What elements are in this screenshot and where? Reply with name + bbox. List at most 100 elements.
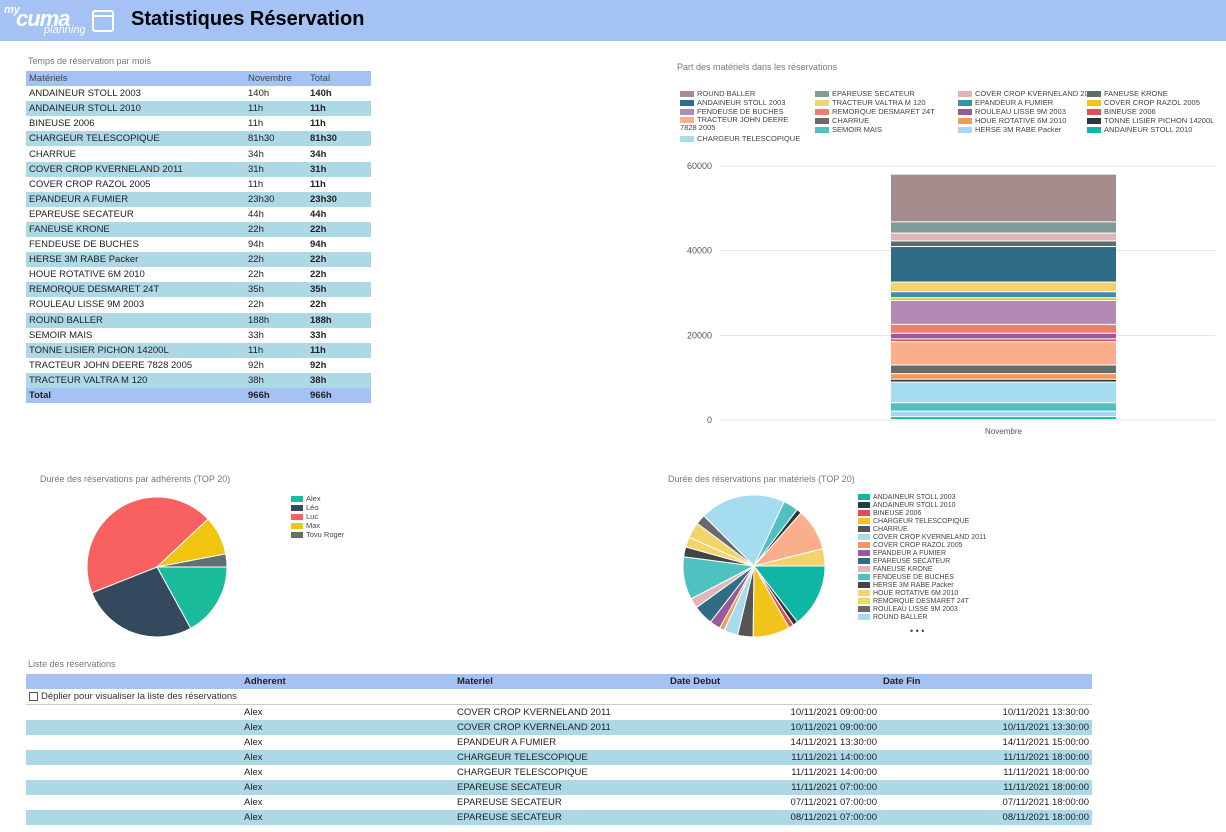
bar-segment[interactable]: [891, 233, 1116, 241]
legend-item[interactable]: ROULEAU LISSE 9M 2003: [858, 606, 986, 614]
legend-item[interactable]: ROUND BALLER: [858, 614, 986, 622]
legend-swatch: [291, 523, 303, 530]
expand-label: Déplier pour visualiser la liste des rés…: [41, 691, 237, 702]
legend-item[interactable]: FANEUSE KRONE: [1087, 89, 1168, 98]
legend-swatch: [858, 598, 870, 605]
x-tick-label: Novembre: [985, 427, 1022, 436]
bar-segment[interactable]: [891, 382, 1116, 403]
legend-item[interactable]: FENDEUSE DE BUCHES: [680, 107, 784, 116]
legend-item[interactable]: HERSE 3M RABE Packer: [958, 125, 1061, 134]
bar-segment[interactable]: [891, 174, 1116, 222]
legend-item[interactable]: HOUE ROTATIVE 6M 2010: [858, 590, 986, 598]
legend-item[interactable]: EPAREUSE SECATEUR: [815, 89, 915, 98]
list-item[interactable]: Alex COVER CROP KVERNELAND 2011 10/11/2021…: [26, 705, 1092, 721]
bar-segment[interactable]: [891, 241, 1116, 247]
bar-segment[interactable]: [891, 282, 1116, 292]
col-header-materiel[interactable]: Materiel: [454, 674, 667, 689]
legend-more-indicator[interactable]: • • •: [910, 626, 925, 636]
legend-item[interactable]: ANDAINEUR STOLL 2010: [858, 502, 986, 510]
expand-row[interactable]: Déplier pour visualiser la liste des rés…: [26, 689, 1092, 705]
legend-label: CHARRUE: [832, 116, 870, 125]
legend-item[interactable]: EPANDEUR A FUMIER: [958, 98, 1053, 107]
legend-item[interactable]: EPANDEUR A FUMIER: [858, 550, 986, 558]
legend-item[interactable]: COVER CROP KVERNELAND 2011: [958, 89, 1096, 98]
bar-segment[interactable]: [891, 292, 1116, 298]
cell-month: 38h: [245, 372, 307, 388]
legend-item[interactable]: ROULEAU LISSE 9M 2003: [958, 107, 1066, 116]
legend-item[interactable]: SEMOIR MAIS: [815, 125, 882, 134]
cell-adherent: Alex: [244, 797, 263, 808]
legend-item[interactable]: CHARRUE: [815, 116, 869, 125]
legend-item[interactable]: EPAREUSE SECATEUR: [858, 558, 986, 566]
legend-swatch: [1087, 91, 1101, 98]
legend-item[interactable]: REMORQUE DESMARET 24T: [815, 107, 935, 116]
bar-segment[interactable]: [891, 298, 1116, 301]
mycuma-logo[interactable]: my cuma planning: [4, 4, 114, 38]
cell-materiel: ANDAINEUR STOLL 2003: [29, 88, 141, 100]
pie-slice[interactable]: [752, 565, 826, 623]
pie-slice[interactable]: [753, 548, 826, 567]
bar-segment[interactable]: [891, 247, 1116, 282]
col-header-date-debut[interactable]: Date Debut: [667, 674, 880, 689]
legend-item[interactable]: CHARGEUR TELESCOPIQUE: [680, 134, 800, 143]
col-header-adherent[interactable]: Adherent: [241, 674, 454, 689]
cell-materiel: FENDEUSE DE BUCHES: [29, 239, 139, 251]
list-item[interactable]: Alex COVER CROP KVERNELAND 2011 10/11/2021…: [26, 720, 1092, 735]
legend-item[interactable]: TRACTEUR VALTRA M 120: [815, 98, 926, 107]
legend-item[interactable]: COVER CROP RAZOL 2005: [858, 542, 986, 550]
bar-segment[interactable]: [891, 301, 1116, 324]
legend-item[interactable]: REMORQUE DESMARET 24T: [858, 598, 986, 606]
list-item[interactable]: Alex CHARGEUR TELESCOPIQUE 11/11/2021 14:0…: [26, 765, 1092, 780]
list-item[interactable]: Alex EPAREUSE SECATEUR 11/11/2021 07:00:00…: [26, 780, 1092, 795]
legend-item[interactable]: BINEUSE 2006: [858, 510, 986, 518]
legend-item[interactable]: TONNE LISIER PICHON 14200L: [1087, 116, 1214, 125]
bar-segment[interactable]: [891, 374, 1116, 379]
legend-label: ANDAINEUR STOLL 2010: [1104, 125, 1193, 134]
legend-item[interactable]: COVER CROP RAZOL 2005: [1087, 98, 1200, 107]
cell-total: 22h: [310, 269, 327, 281]
bar-segment[interactable]: [891, 365, 1116, 374]
legend-item[interactable]: FENDEUSE DE BUCHES: [858, 574, 986, 582]
legend-item[interactable]: TRACTEUR JOHN DEERE 7828 2005: [680, 116, 798, 132]
bar-segment[interactable]: [891, 403, 1116, 411]
pie-slice[interactable]: [86, 496, 209, 594]
legend-item[interactable]: HERSE 3M RABE Packer: [858, 582, 986, 590]
legend-item[interactable]: ROUND BALLER: [680, 89, 755, 98]
legend-item[interactable]: Luc: [291, 512, 344, 521]
pie-slice[interactable]: [156, 553, 228, 568]
list-item[interactable]: Alex EPAREUSE SECATEUR 07/11/2021 07:00:00…: [26, 795, 1092, 810]
bar-segment[interactable]: [891, 339, 1116, 342]
bar-segment[interactable]: [891, 411, 1116, 417]
bar-segment[interactable]: [891, 324, 1116, 333]
expand-checkbox-icon[interactable]: [29, 691, 38, 701]
pie-slice[interactable]: [156, 566, 228, 630]
col-header-month[interactable]: Novembre: [245, 71, 307, 87]
legend-item[interactable]: COVER CROP KVERNELAND 2011: [858, 534, 986, 542]
list-item[interactable]: Alex CHARGEUR TELESCOPIQUE 11/11/2021 14:0…: [26, 750, 1092, 765]
bar-segment[interactable]: [891, 379, 1116, 382]
pie-slice[interactable]: [703, 494, 785, 567]
col-header-materiels[interactable]: Matériels: [26, 71, 245, 87]
legend-item[interactable]: CHARGEUR TELESCOPIQUE: [858, 518, 986, 526]
col-header-date-fin[interactable]: Date Fin: [880, 674, 1092, 689]
bar-segment[interactable]: [891, 342, 1116, 365]
legend-item[interactable]: Max: [291, 521, 344, 530]
legend-item[interactable]: Léo: [291, 503, 344, 512]
bar-segment[interactable]: [891, 222, 1116, 233]
legend-item[interactable]: FANEUSE KRONE: [858, 566, 986, 574]
legend-item[interactable]: ANDAINEUR STOLL 2010: [1087, 125, 1192, 134]
legend-item[interactable]: ANDAINEUR STOLL 2003: [680, 98, 785, 107]
legend-item[interactable]: Tovu Roger: [291, 530, 344, 539]
legend-item[interactable]: ANDAINEUR STOLL 2003: [858, 494, 986, 502]
col-header-total[interactable]: Total: [307, 71, 371, 87]
legend-item[interactable]: HOUE ROTATIVE 6M 2010: [958, 116, 1066, 125]
list-item[interactable]: Alex EPAREUSE SECATEUR 08/11/2021 07:00:00…: [26, 810, 1092, 825]
legend-item[interactable]: BINEUSE 2006: [1087, 107, 1156, 116]
pie-slice[interactable]: [91, 566, 192, 638]
list-item[interactable]: Alex EPANDEUR A FUMIER 14/11/2021 13:30:00…: [26, 735, 1092, 750]
legend-item[interactable]: CHARRUE: [858, 526, 986, 534]
legend-item[interactable]: Alex: [291, 494, 344, 503]
cell-materiel: COVER CROP RAZOL 2005: [29, 178, 151, 190]
bar-segment[interactable]: [891, 333, 1116, 339]
bar-segment[interactable]: [891, 417, 1116, 419]
